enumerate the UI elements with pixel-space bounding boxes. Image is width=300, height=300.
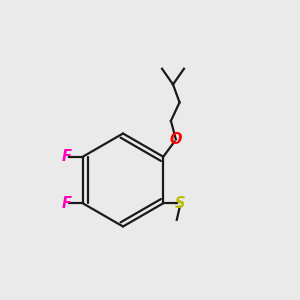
Text: S: S (175, 196, 185, 211)
Text: F: F (61, 149, 71, 164)
Text: F: F (61, 196, 71, 211)
Text: O: O (170, 132, 182, 147)
